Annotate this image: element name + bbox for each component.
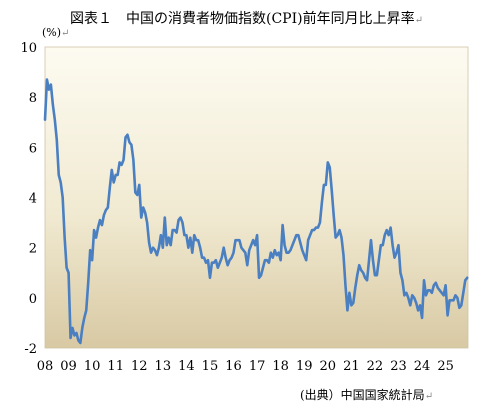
x-tick-label: 23 [390,359,407,374]
chart-title: 図表１ 中国の消費者物価指数(CPI)前年同月比上昇率↵ [70,11,423,27]
y-tick-label: 10 [20,41,37,56]
paragraph-mark-icon: ↵ [61,28,70,39]
x-tick-label: 13 [155,359,172,374]
paragraph-mark-icon: ↵ [414,15,423,26]
y-tick-label: 2 [29,242,37,257]
x-tick-label: 10 [84,359,101,374]
y-tick-label: -2 [24,342,37,357]
x-tick-label: 20 [320,359,337,374]
source-note: (出典）中国国家統計局↵ [300,388,434,402]
x-tick-label: 19 [296,359,313,374]
y-tick-label: 8 [29,91,37,106]
x-tick-label: 22 [367,359,384,374]
x-tick-label: 09 [60,359,77,374]
x-tick-label: 25 [437,359,454,374]
x-tick-label: 15 [202,359,219,374]
x-tick-label: 12 [131,359,148,374]
y-tick-label: 0 [29,292,37,307]
x-tick-label: 08 [37,359,54,374]
plot-area [44,46,469,349]
y-axis-unit: (%)↵ [42,26,70,39]
x-tick-label: 14 [178,359,195,374]
x-tick-label: 16 [225,359,242,374]
y-tick-label: 4 [29,192,37,207]
paragraph-mark-icon: ↵ [424,391,434,402]
x-tick-label: 11 [107,359,124,374]
x-tick-label: 18 [272,359,289,374]
y-tick-label: 6 [29,141,37,156]
x-tick-label: 24 [414,359,431,374]
x-tick-label: 17 [249,359,266,374]
series-line-cpi [43,78,469,345]
x-tick-label: 21 [343,359,360,374]
